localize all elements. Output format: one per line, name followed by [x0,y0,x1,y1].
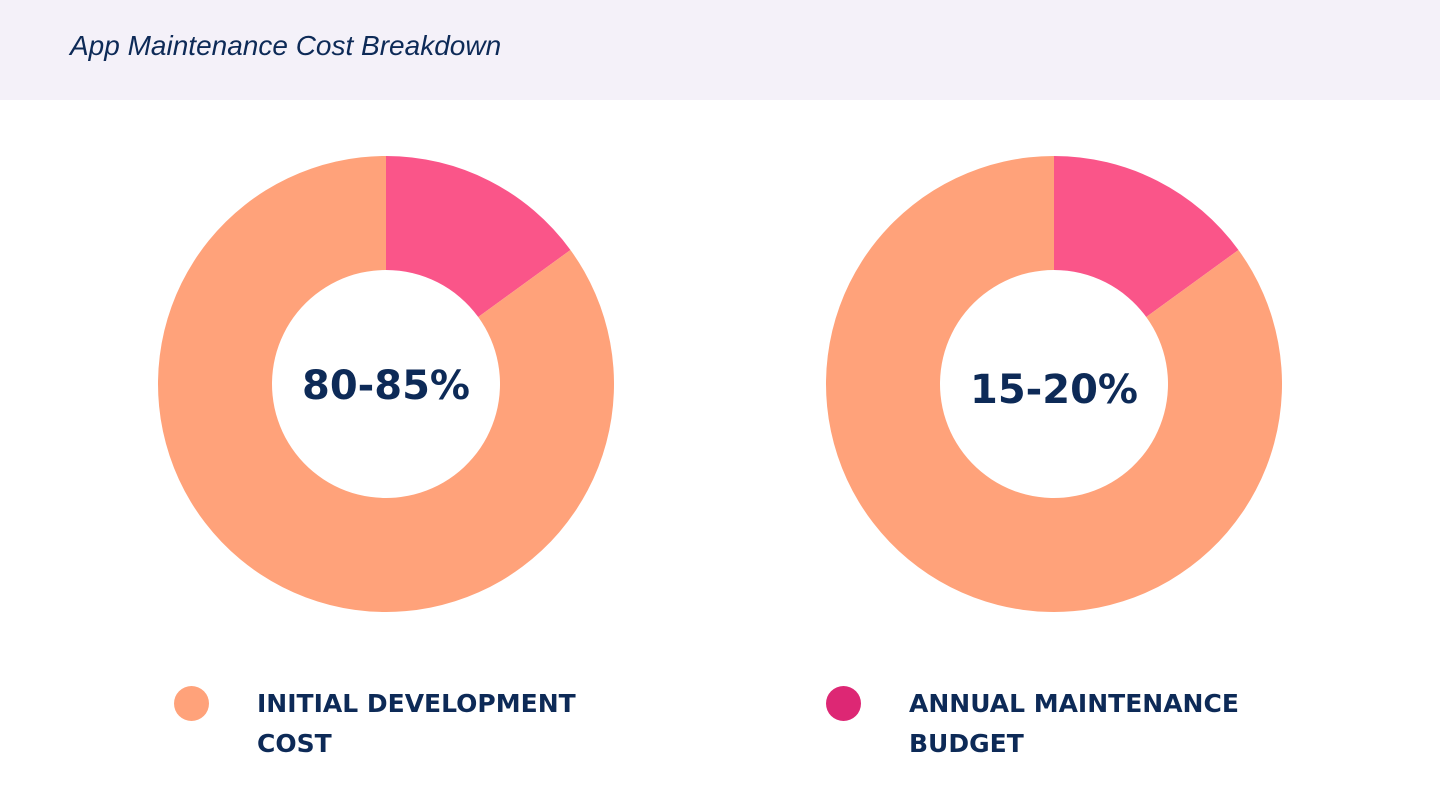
center-label-initial: 80-85% [302,363,470,409]
legend-label-annual: ANNUAL MAINTENANCE BUDGET [909,689,1239,758]
chart-title: App Maintenance Cost Breakdown [70,30,502,61]
legend-swatch-initial [174,686,209,721]
legend-item-annual: ANNUAL MAINTENANCE BUDGET [826,684,1249,764]
donut-slice-initial-development-cost [157,156,614,612]
legend-item-initial: INITIAL DEVELOPMENT COST [174,684,597,764]
donut-chart-initial [157,156,614,612]
header-bar: App Maintenance Cost Breakdown [0,0,1440,100]
center-label-annual: 15-20% [970,367,1138,413]
donut-slice-initial-development-cost [826,156,1282,612]
donut-slice-annual-maintenance-budget [386,156,571,317]
donut-slice-annual-maintenance-budget [1054,156,1239,317]
legend-swatch-annual [826,686,861,721]
donut-chart-annual [826,156,1282,612]
legend-label-initial: INITIAL DEVELOPMENT COST [257,689,576,758]
